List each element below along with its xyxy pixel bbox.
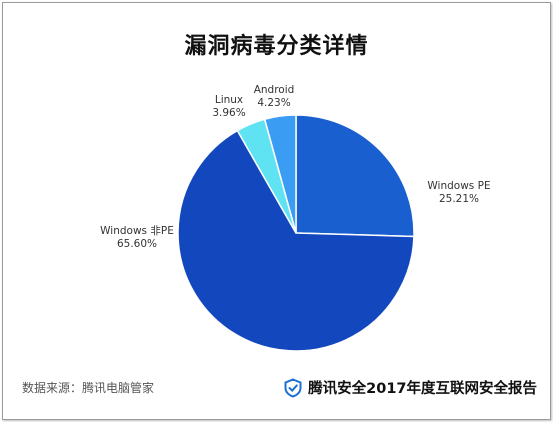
- chart-title: 漏洞病毒分类详情: [184, 34, 369, 59]
- slice-value-label: 25.21%: [439, 193, 479, 205]
- shield-icon: [284, 377, 302, 398]
- pie-slice-android: [263, 114, 297, 234]
- slice-value-label: 3.96%: [212, 107, 245, 119]
- slice-value-label: 65.60%: [117, 238, 157, 250]
- slice-name-label: Windows PE: [427, 180, 490, 192]
- pie-slice-windows-非pe: [177, 129, 415, 352]
- slice-name-label: Android: [254, 84, 295, 96]
- brand-text: 腾讯安全2017年度互联网安全报告: [308, 381, 537, 397]
- slice-name-label: Windows 非PE: [100, 225, 174, 237]
- data-source: 数据来源：腾讯电脑管家: [22, 381, 155, 395]
- slice-value-label: 4.23%: [257, 97, 290, 109]
- report-brand: 腾讯安全2017年度互联网安全报告: [283, 377, 537, 398]
- slice-name-label: Linux: [215, 94, 243, 106]
- pie-slice-windows-pe: [295, 114, 415, 238]
